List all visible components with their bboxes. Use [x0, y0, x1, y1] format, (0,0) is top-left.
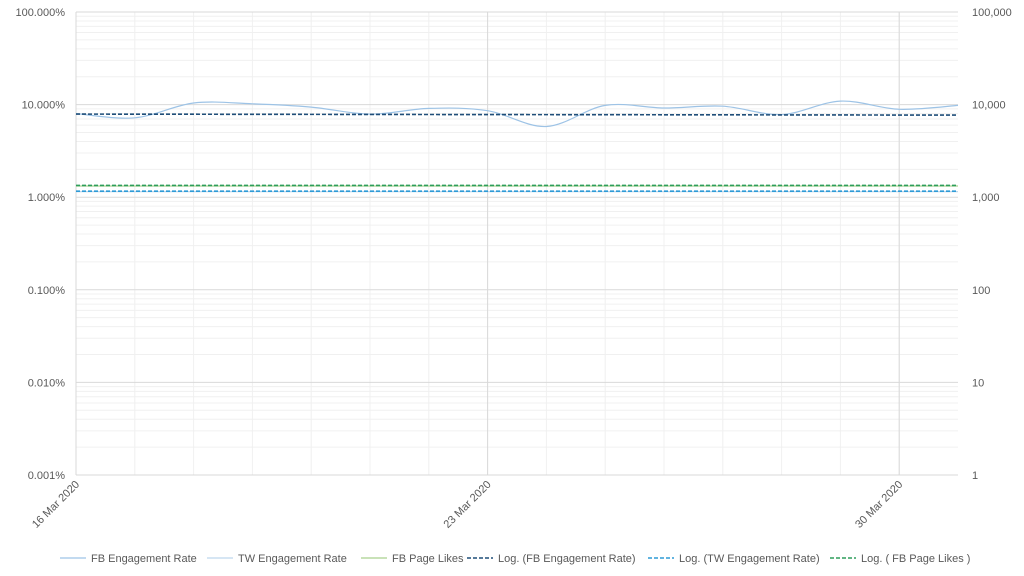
- legend-label: Log. (TW Engagement Rate): [679, 553, 820, 565]
- legend-label: FB Engagement Rate: [91, 553, 197, 565]
- x-axis-tick-label: 30 Mar 2020: [853, 479, 905, 531]
- series-line-3: [75, 113, 959, 116]
- x-axis-tick-label: 23 Mar 2020: [442, 479, 494, 531]
- legend-label: TW Engagement Rate: [238, 553, 347, 565]
- legend-label: Log. ( FB Page Likes ): [861, 553, 970, 565]
- minor-gridlines: [76, 12, 958, 475]
- left-axis-tick-label: 0.001%: [28, 470, 66, 482]
- right-axis-ticks: 100,000 10,000 1,000 100 10 1: [972, 7, 1012, 482]
- legend: FB Engagement Rate TW Engagement Rate FB P…: [60, 553, 970, 565]
- major-gridlines: [75, 11, 958, 476]
- right-axis-tick-label: 1,000: [972, 192, 1000, 204]
- x-axis-ticks: 16 Mar 2020 23 Mar 2020 30 Mar 2020: [30, 479, 905, 531]
- left-axis-tick-label: 100.000%: [15, 7, 65, 19]
- right-axis-tick-label: 10,000: [972, 100, 1006, 112]
- left-axis-tick-label: 0.010%: [28, 377, 66, 389]
- x-axis-tick-label: 16 Mar 2020: [30, 479, 82, 531]
- right-axis-tick-label: 1: [972, 470, 978, 482]
- legend-label: Log. (FB Engagement Rate): [498, 553, 636, 565]
- legend-label: FB Page Likes: [392, 553, 464, 565]
- left-axis-tick-label: 1.000%: [28, 192, 66, 204]
- right-axis-tick-label: 10: [972, 377, 984, 389]
- right-axis-tick-label: 100: [972, 285, 990, 297]
- left-axis-tick-label: 0.100%: [28, 285, 66, 297]
- left-axis-ticks: 100.000% 10.000% 1.000% 0.100% 0.010% 0.001%: [15, 7, 65, 482]
- left-axis-tick-label: 10.000%: [22, 100, 66, 112]
- plot-area: [75, 12, 958, 476]
- series-line-0: [75, 100, 959, 128]
- right-axis-tick-label: 100,000: [972, 7, 1012, 19]
- series-layer: [75, 100, 959, 193]
